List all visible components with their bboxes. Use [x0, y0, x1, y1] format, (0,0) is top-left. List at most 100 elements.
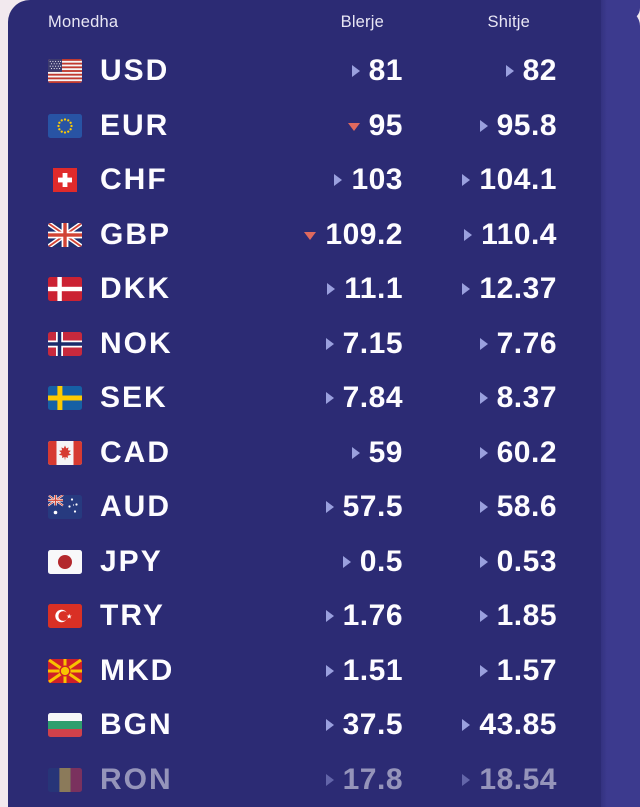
- rates-rows: USD 81 82 EUR 95 95.8 CHF 103 104.1: [8, 44, 601, 807]
- buy-value: 1.76: [342, 599, 403, 633]
- sell-cell: 43.85: [462, 708, 557, 742]
- buy-trend-arrow: [325, 337, 334, 350]
- sell-column-header: Shitje: [487, 13, 530, 31]
- buy-cell: 59: [351, 435, 403, 470]
- sell-trend-arrow: [479, 119, 488, 132]
- buy-value: 1.51: [342, 653, 403, 687]
- buy-cell: 57.5: [325, 490, 403, 524]
- sell-trend-arrow: [479, 501, 488, 514]
- sell-cell: 82: [505, 54, 557, 88]
- se-flag-icon: [48, 386, 82, 410]
- sell-value: 7.76: [496, 326, 557, 360]
- sell-cell: 58.6: [479, 490, 557, 524]
- sell-value: 104.1: [479, 163, 557, 197]
- sell-value: 110.4: [481, 217, 557, 251]
- table-row: EUR 95 95.8: [8, 99, 601, 154]
- sell-value: 0.53: [496, 544, 557, 578]
- table-header: Monedha Blerje Shitje: [8, 0, 601, 44]
- buy-cell: 11.1: [327, 272, 403, 306]
- buy-trend-arrow: [325, 773, 334, 786]
- sell-cell: 110.4: [464, 218, 557, 252]
- buy-trend-arrow: [325, 610, 334, 623]
- buy-value: 17.8: [342, 762, 403, 796]
- sell-value: 43.85: [479, 708, 557, 742]
- sell-cell: 7.76: [479, 326, 557, 361]
- sell-trend-arrow: [479, 664, 488, 677]
- table-row: DKK 11.1 12.37: [8, 262, 601, 317]
- table-row: MKD 1.51 1.57: [8, 644, 601, 699]
- buy-value: 81: [368, 54, 403, 88]
- sell-trend-arrow: [479, 392, 488, 405]
- currency-code: CAD: [100, 435, 171, 469]
- buy-cell: 81: [351, 54, 403, 88]
- currency-code: CHF: [100, 163, 168, 197]
- sell-trend-arrow: [479, 555, 488, 568]
- buy-trend-arrow: [304, 231, 317, 240]
- mk-flag-icon: [48, 659, 82, 683]
- bg-flag-icon: [48, 713, 82, 737]
- buy-trend-arrow: [334, 174, 343, 187]
- buy-value: 0.5: [359, 544, 403, 578]
- ch-flag-icon: [48, 168, 82, 192]
- sell-value: 58.6: [496, 490, 557, 524]
- sell-cell: 18.54: [462, 763, 557, 797]
- buy-cell: 37.5: [325, 708, 403, 742]
- sell-value: 8.37: [496, 381, 557, 415]
- au-flag-icon: [48, 495, 82, 519]
- sell-cell: 104.1: [462, 163, 557, 197]
- table-row: CAD 59 60.2: [8, 426, 601, 481]
- sell-trend-arrow: [462, 773, 471, 786]
- buy-value: 57.5: [342, 490, 403, 524]
- sell-cell: 1.85: [479, 599, 557, 633]
- table-row: SEK 7.84 8.37: [8, 371, 601, 426]
- buy-value: 59: [368, 435, 403, 469]
- buy-cell: 0.5: [342, 544, 403, 579]
- buy-trend-arrow: [325, 392, 334, 405]
- buy-trend-arrow: [351, 65, 360, 78]
- currency-code: BGN: [100, 708, 173, 742]
- sell-trend-arrow: [479, 610, 488, 623]
- buy-value: 7.15: [342, 326, 403, 360]
- buy-value: 109.2: [325, 217, 403, 251]
- currency-code: EUR: [100, 108, 170, 142]
- sell-cell: 95.8: [479, 108, 557, 143]
- currency-code: MKD: [100, 653, 175, 687]
- buy-trend-arrow: [325, 501, 334, 514]
- sell-value: 1.57: [496, 653, 557, 687]
- eu-flag-icon: [48, 114, 82, 138]
- gb-flag-icon: [48, 223, 82, 247]
- currency-column-header: Monedha: [48, 13, 119, 31]
- buy-value: 37.5: [342, 708, 403, 742]
- sell-value: 82: [522, 54, 557, 88]
- sell-cell: 1.57: [479, 653, 557, 688]
- buy-cell: 95: [347, 109, 403, 143]
- exchange-rates-panel: Monedha Blerje Shitje USD 81 82 EUR 95 9…: [8, 0, 601, 807]
- sell-cell: 8.37: [479, 381, 557, 415]
- sell-trend-arrow: [462, 719, 471, 732]
- buy-cell: 103: [334, 163, 403, 197]
- table-row: GBP 109.2 110.4: [8, 208, 601, 263]
- sell-cell: 12.37: [462, 272, 557, 306]
- buy-column-header: Blerje: [340, 13, 384, 31]
- currency-code: JPY: [100, 544, 163, 578]
- sell-trend-arrow: [462, 283, 471, 296]
- ca-flag-icon: [48, 441, 82, 465]
- sell-trend-arrow: [479, 446, 488, 459]
- us-flag-icon: [48, 59, 82, 83]
- buy-cell: 1.76: [325, 599, 403, 633]
- buy-value: 103: [351, 163, 403, 197]
- sell-cell: 60.2: [479, 436, 557, 470]
- sell-trend-arrow: [462, 174, 471, 187]
- side-card-bottom: [598, 10, 640, 807]
- no-flag-icon: [48, 332, 82, 356]
- buy-cell: 109.2: [304, 218, 403, 252]
- jp-flag-icon: [48, 550, 82, 574]
- buy-trend-arrow: [325, 664, 334, 677]
- table-row: BGN 37.5 43.85: [8, 698, 601, 753]
- buy-cell: 1.51: [325, 653, 403, 688]
- buy-trend-arrow: [347, 122, 360, 131]
- sell-value: 95.8: [496, 108, 557, 142]
- side-card-top: [598, 0, 640, 20]
- sell-trend-arrow: [505, 65, 514, 78]
